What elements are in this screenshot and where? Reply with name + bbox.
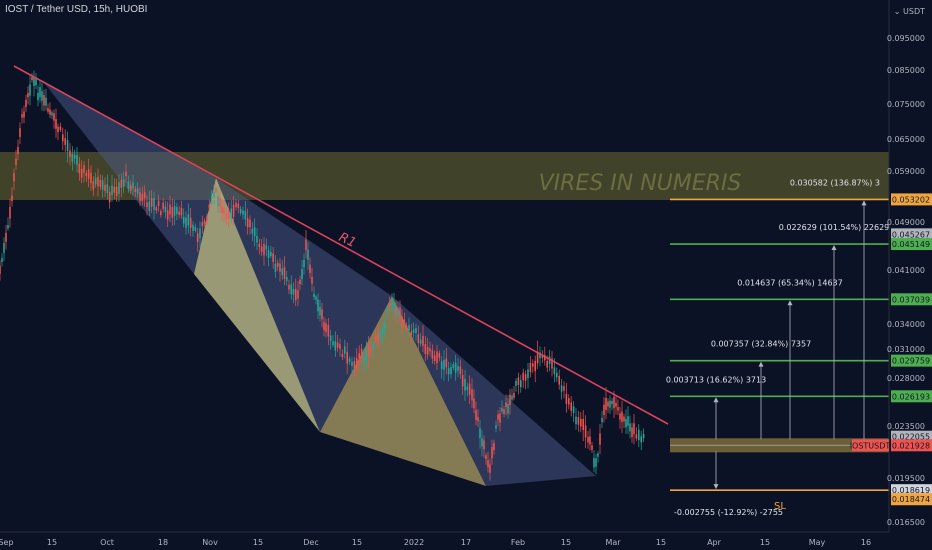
x-tick-label: 15 xyxy=(352,538,362,547)
y-tick-label: 0.059000 xyxy=(887,167,925,176)
chart-title: IOST / Tether USD, 15h, HUOBI xyxy=(5,4,148,15)
x-tick-label: 16 xyxy=(861,538,871,547)
currency-label: ⌄ USDT xyxy=(894,7,925,16)
svg-text:IOSTUSDT: IOSTUSDT xyxy=(850,441,891,450)
r1-trendline[interactable] xyxy=(13,65,669,425)
price-badge: 0.045267 xyxy=(891,228,932,241)
svg-text:0.018474: 0.018474 xyxy=(892,495,930,504)
svg-text:0.021928: 0.021928 xyxy=(892,441,930,450)
y-tick-label: 0.034000 xyxy=(887,320,925,329)
watermark: VIRES IN NUMERIS xyxy=(539,171,742,196)
x-tick-label: May xyxy=(809,538,826,547)
svg-text:0.018619: 0.018619 xyxy=(892,486,930,495)
svg-text:0.053202: 0.053202 xyxy=(892,195,930,204)
svg-text:0.037039: 0.037039 xyxy=(892,295,930,304)
x-tick-label: 18 xyxy=(158,538,168,547)
svg-text:0.045149: 0.045149 xyxy=(892,240,930,249)
x-tick-label: Nov xyxy=(202,538,218,547)
x-tick-label: Mar xyxy=(605,538,621,547)
price-badge: 0.018619 xyxy=(891,484,932,497)
pattern-triangle-5 xyxy=(392,296,596,486)
pattern-triangle-4 xyxy=(320,296,486,486)
pattern-triangle-3 xyxy=(216,178,392,432)
x-tick-label: 2022 xyxy=(404,538,424,547)
candlesticks xyxy=(0,70,645,481)
y-tick-label: 0.019500 xyxy=(887,474,925,483)
price-badge: 0.045149 xyxy=(891,238,932,251)
price-badge: 0.018474 xyxy=(891,493,932,506)
time-axis[interactable]: Sep 15 Oct 18 Nov 15 Dec 15 2022 17 Feb 15 Mar 15 Apr 1… xyxy=(0,531,932,550)
r1-label: R1 xyxy=(336,230,358,251)
price-badge: 0.021928 xyxy=(891,439,932,452)
price-axis[interactable]: ⌄ USDT 0.095000 0.085000 0.075000 0.065000 0.… xyxy=(850,0,932,550)
x-tick-label: 15 xyxy=(253,538,263,547)
price-badge: 0.029759 xyxy=(891,354,932,367)
x-tick-label: Dec xyxy=(303,538,318,547)
price-badge: 0.026193 xyxy=(891,390,932,403)
x-tick-label: 15 xyxy=(47,538,57,547)
svg-text:0.022055: 0.022055 xyxy=(892,433,930,442)
y-tick-label: 0.031000 xyxy=(887,345,925,354)
target-label: 0.014637 (65.34%) 14637 xyxy=(737,278,842,287)
svg-text:0.045267: 0.045267 xyxy=(892,230,930,239)
target-label: 0.003713 (16.62%) 3713 xyxy=(666,375,766,384)
pattern-triangle-2 xyxy=(194,178,320,432)
y-tick-label: 0.023500 xyxy=(887,422,925,431)
y-tick-label: 0.041000 xyxy=(887,266,925,275)
price-badge: 0.053202 xyxy=(891,193,932,206)
x-tick-label: 15 xyxy=(656,538,666,547)
y-tick-label: 0.016500 xyxy=(887,518,925,527)
x-tick-label: Oct xyxy=(100,538,114,547)
target-label: 0.007357 (32.84%) 7357 xyxy=(711,340,811,349)
y-tick-label: 0.085000 xyxy=(887,66,925,75)
svg-text:0.029759: 0.029759 xyxy=(892,357,930,366)
x-tick-label: Sep xyxy=(0,538,14,547)
x-tick-label: Feb xyxy=(511,538,525,547)
stop-label: -0.002755 (-12.92%) -2755 xyxy=(674,508,783,517)
svg-text:0.026193: 0.026193 xyxy=(892,392,930,401)
price-badge: 0.037039 xyxy=(891,293,932,306)
y-tick-label: 0.075000 xyxy=(887,100,925,109)
long-position-tool[interactable]: 0.003713 (16.62%) 3713 0.007357 (32.84%) … xyxy=(666,178,889,517)
symbol-tag: IOSTUSDT xyxy=(850,439,891,452)
y-tick-label: 0.028000 xyxy=(887,374,925,383)
sl-label: SL xyxy=(774,501,786,512)
y-tick-label: 0.065000 xyxy=(887,135,925,144)
x-tick-label: 17 xyxy=(461,538,471,547)
x-tick-label: 15 xyxy=(760,538,770,547)
target-label: 0.030582 (136.87%) 3 xyxy=(790,178,880,187)
y-tick-label: 0.095000 xyxy=(887,34,925,43)
x-tick-label: 15 xyxy=(561,538,571,547)
y-tick-label: 0.049000 xyxy=(887,218,925,227)
harmonic-pattern[interactable] xyxy=(42,80,596,486)
target-label: 0.022629 (101.54%) 22629 xyxy=(779,223,890,232)
x-tick-label: Apr xyxy=(707,538,722,547)
